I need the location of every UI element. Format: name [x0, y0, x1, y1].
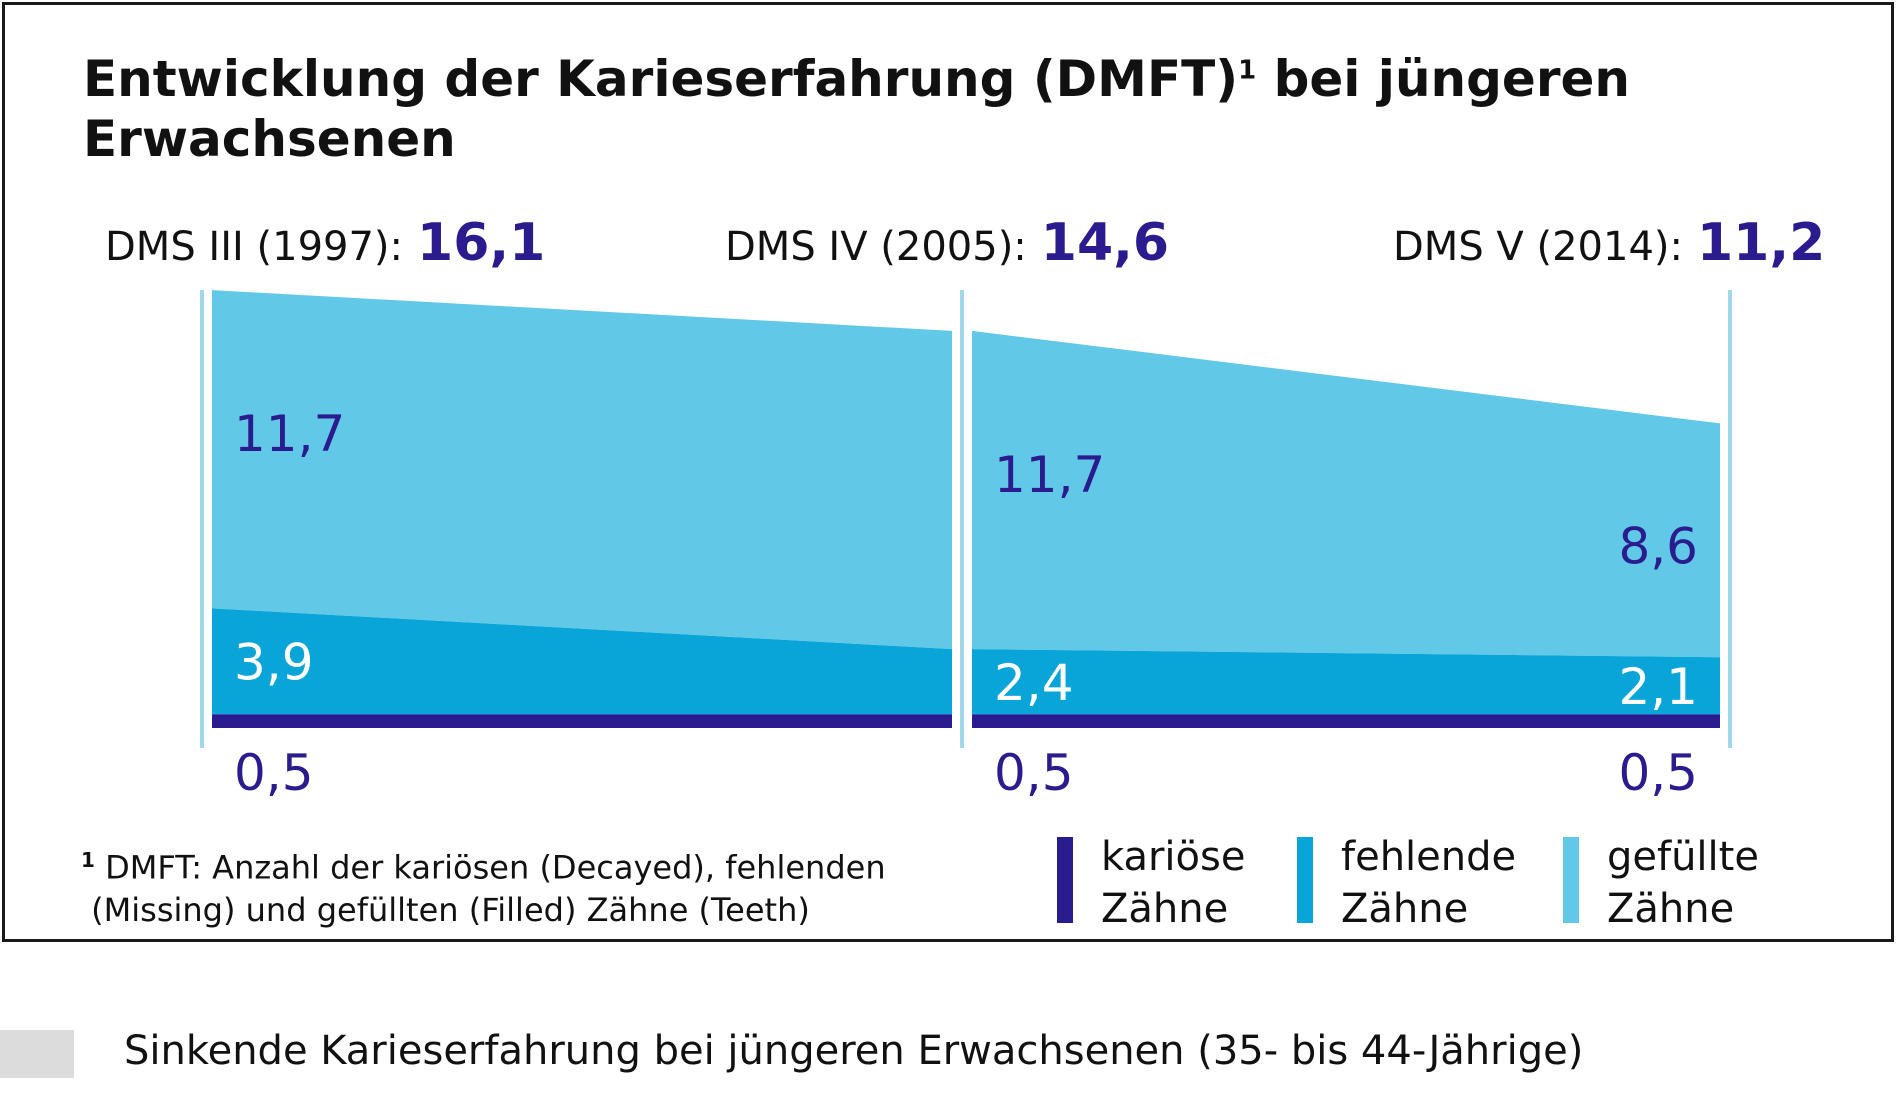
- area-filled-segment-0: [212, 290, 952, 650]
- footnote-line-1: DMFT: Anzahl der kariösen (Decayed), feh…: [94, 848, 886, 887]
- value-label-decayed: 0,5: [234, 744, 314, 802]
- legend-label: kariöse Zähne: [1101, 834, 1246, 932]
- image-caption: Sinkende Karieserfahrung bei jüngeren Er…: [124, 1028, 1584, 1074]
- area-decayed-segment-0: [212, 714, 952, 728]
- survey-dms-iii: DMS III (1997): 16,1: [105, 213, 545, 273]
- stacked-area-chart: 11,7 3,9 0,5 11,7 8,6 2,4 2,1 0,5 0,5: [200, 290, 1732, 802]
- footnote: 1 DMFT: Anzahl der kariösen (Decayed), f…: [81, 839, 886, 931]
- value-label-filled: 11,7: [994, 446, 1105, 504]
- value-label-filled: 8,6: [1618, 518, 1698, 576]
- footnote-marker: 1: [81, 848, 95, 872]
- survey-total: 16,1: [417, 213, 546, 273]
- survey-total: 14,6: [1040, 213, 1170, 273]
- survey-label: DMS IV (2005):: [725, 224, 1027, 270]
- area-decayed-segment-1: [972, 714, 1720, 728]
- survey-label: DMS V (2014):: [1393, 224, 1683, 270]
- legend-swatch-filled: [1563, 837, 1579, 923]
- legend-swatch-decayed: [1057, 837, 1073, 923]
- survey-dms-iv: DMS IV (2005): 14,6: [725, 213, 1169, 273]
- survey-dms-v: DMS V (2014): 11,2: [1393, 213, 1825, 273]
- legend-swatch-missing: [1297, 837, 1313, 923]
- caption-swatch: [0, 1030, 74, 1078]
- area-missing-segment-1: [972, 649, 1720, 715]
- area-missing-segment-0: [212, 608, 952, 715]
- value-label-missing: 3,9: [234, 633, 314, 691]
- value-label-decayed: 0,5: [994, 744, 1074, 802]
- area-filled-segment-1: [972, 330, 1720, 658]
- value-label-decayed: 0,5: [1618, 744, 1698, 802]
- value-label-missing: 2,1: [1618, 658, 1698, 716]
- legend-label: fehlende Zähne: [1341, 834, 1517, 932]
- survey-label: DMS III (1997):: [105, 224, 404, 270]
- value-label-missing: 2,4: [994, 654, 1074, 712]
- footnote-line-2: (Missing) und gefüllten (Filled) Zähne (…: [91, 890, 810, 929]
- legend-label: gefüllte Zähne: [1607, 834, 1759, 932]
- survey-total: 11,2: [1696, 213, 1826, 273]
- chart-title: Entwicklung der Karieserfahrung (DMFT)1 …: [83, 50, 1631, 168]
- value-label-filled: 11,7: [234, 405, 345, 463]
